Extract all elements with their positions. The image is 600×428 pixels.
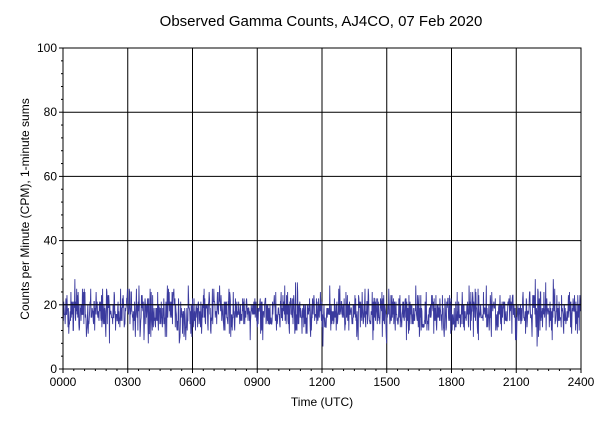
x-ticks: 0000 0300 0600 0900 1200 1500 1800 2100 2400: [50, 369, 595, 389]
y-tick-label: 0: [50, 362, 57, 376]
grid: [63, 48, 581, 369]
y-axis-label: Counts per Minute (CPM), 1-minute sums: [18, 98, 32, 319]
x-tick-label: 0000: [50, 375, 77, 389]
y-tick-label: 60: [44, 169, 58, 183]
y-tick-label: 80: [44, 105, 58, 119]
x-tick-label: 0900: [244, 375, 271, 389]
x-tick-label: 1200: [309, 375, 336, 389]
x-axis-label: Time (UTC): [291, 395, 353, 409]
y-tick-label: 40: [44, 234, 58, 248]
x-tick-label: 2400: [568, 375, 595, 389]
x-tick-label: 1500: [373, 375, 400, 389]
y-tick-label: 20: [44, 298, 58, 312]
x-tick-label: 0600: [179, 375, 206, 389]
y-ticks: 0 20 40 60 80 100: [37, 41, 63, 376]
x-tick-label: 0300: [114, 375, 141, 389]
chart-title: Observed Gamma Counts, AJ4CO, 07 Feb 202…: [160, 13, 483, 30]
series-line: [62, 279, 582, 347]
series-layer: [62, 279, 582, 347]
y-tick-label: 100: [37, 41, 57, 55]
x-tick-label: 1800: [438, 375, 465, 389]
x-tick-label: 2100: [503, 375, 530, 389]
